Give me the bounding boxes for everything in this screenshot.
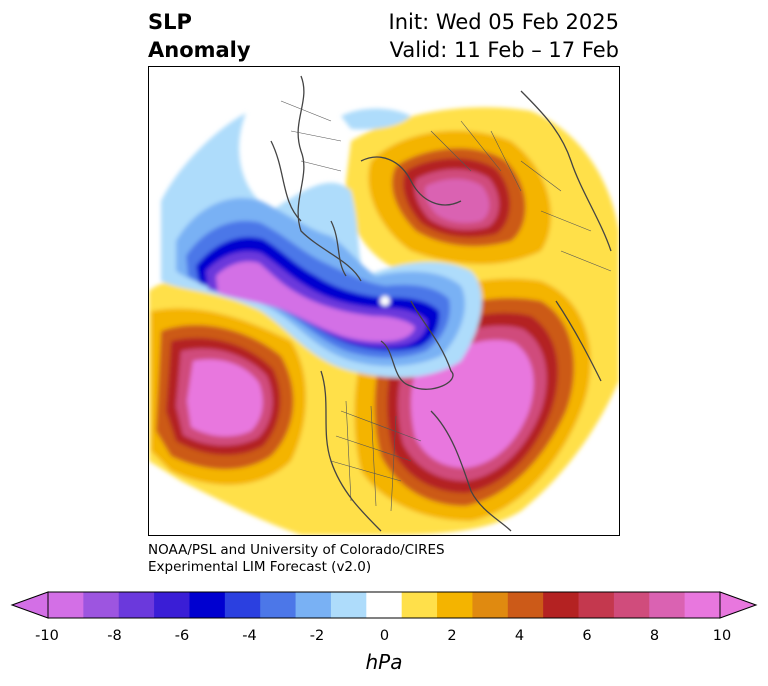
colorbar-cell bbox=[507, 592, 544, 618]
colorbar-tick-label: 2 bbox=[447, 628, 457, 644]
colorbar-cell bbox=[224, 592, 261, 618]
colorbar-cell bbox=[83, 592, 120, 618]
colorbar-tick-label: 6 bbox=[582, 628, 592, 644]
political-borders bbox=[280, 100, 612, 512]
colorbar-cell bbox=[543, 592, 580, 618]
colorbar-tick-label: 0 bbox=[379, 628, 390, 644]
colorbar-cell bbox=[684, 592, 721, 618]
credit-line-1: NOAA/PSL and University of Colorado/CIRE… bbox=[148, 542, 445, 558]
colorbar-cell bbox=[260, 592, 297, 618]
anomaly-map bbox=[149, 75, 619, 535]
colorbar-tick-label: -10 bbox=[35, 628, 59, 644]
credit-line-2: Experimental LIM Forecast (v2.0) bbox=[148, 559, 372, 575]
colorbar-tick-label: 4 bbox=[514, 628, 525, 644]
colorbar-cell bbox=[613, 592, 650, 618]
colorbar bbox=[10, 591, 758, 619]
colorbar-tick-label: -2 bbox=[309, 628, 325, 644]
colorbar-cell bbox=[118, 592, 155, 618]
init-date: Init: Wed 05 Feb 2025 bbox=[388, 10, 619, 34]
colorbar-tick-label: -8 bbox=[107, 628, 122, 644]
colorbar-cell bbox=[189, 592, 226, 618]
colorbar-over-arrow bbox=[720, 592, 756, 618]
colorbar-cell bbox=[330, 592, 367, 618]
colorbar-cell bbox=[154, 592, 190, 618]
colorbar-tick-label: -4 bbox=[242, 628, 257, 644]
map-panel bbox=[148, 66, 620, 536]
colorbar-cell bbox=[578, 592, 615, 618]
colorbar-under-arrow bbox=[12, 592, 48, 618]
colorbar-cell bbox=[401, 592, 438, 618]
colorbar-tick-label: 10 bbox=[712, 628, 732, 644]
colorbar-cell bbox=[472, 592, 509, 618]
colorbar-cell bbox=[649, 592, 686, 618]
colorbar-cell bbox=[437, 592, 473, 618]
colorbar-tick-label: -6 bbox=[174, 628, 190, 644]
title-anomaly: Anomaly bbox=[148, 38, 251, 62]
valid-range: Valid: 11 Feb – 17 Feb bbox=[389, 38, 619, 62]
title-field: SLP bbox=[148, 10, 192, 34]
colorbar-tick-label: 8 bbox=[649, 628, 660, 644]
colorbar-cell bbox=[48, 592, 84, 618]
colorbar-cell bbox=[366, 592, 403, 618]
colorbar-cell bbox=[295, 592, 332, 618]
colorbar-units: hPa bbox=[365, 650, 403, 674]
